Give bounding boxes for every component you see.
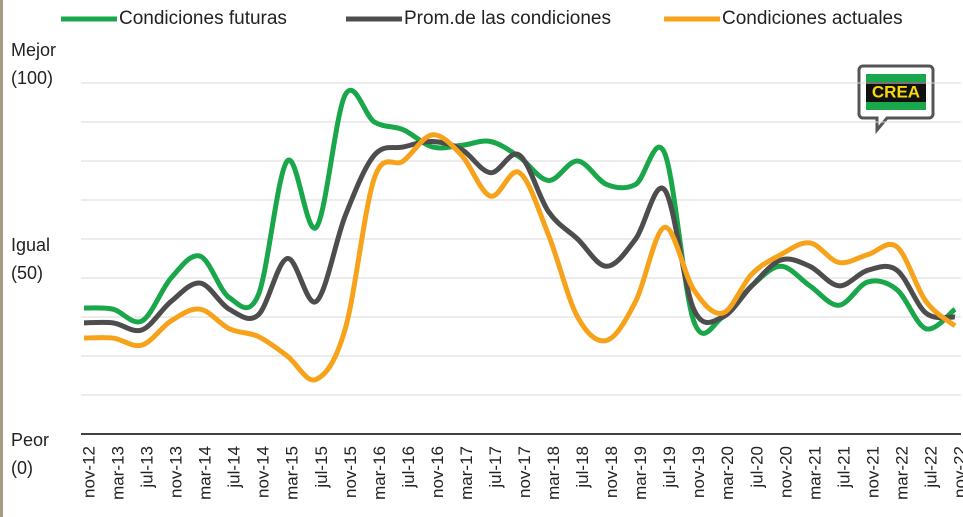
x-tick-label: mar-14: [196, 446, 215, 500]
x-tick-label: mar-15: [283, 446, 302, 500]
x-tick-label: jul-21: [834, 446, 853, 489]
x-tick-label: nov-13: [167, 446, 186, 498]
x-tick-label: nov-22: [950, 446, 963, 498]
x-tick-label: jul-22: [921, 446, 940, 489]
x-tick-label: nov-16: [428, 446, 447, 498]
y-tick-label: Mejor (100): [11, 40, 57, 88]
x-tick-label: jul-17: [486, 446, 505, 489]
x-tick-label: mar-18: [544, 446, 563, 500]
x-tick-label: mar-13: [109, 446, 128, 500]
x-tick-label: jul-13: [138, 446, 157, 489]
x-tick-label: mar-17: [457, 446, 476, 500]
legend-label: Condiciones actuales: [722, 8, 903, 29]
x-tick-label: nov-14: [254, 446, 273, 498]
x-tick-label: nov-12: [79, 446, 98, 498]
x-tick-label: nov-21: [863, 446, 882, 498]
x-tick-label: mar-16: [370, 446, 389, 500]
x-tick-label: mar-22: [892, 446, 911, 500]
x-tick-label: jul-18: [573, 446, 592, 489]
x-tick-label: jul-15: [312, 446, 331, 489]
series-line: [83, 138, 956, 334]
x-tick-label: nov-15: [341, 446, 360, 498]
logo-band: [866, 82, 926, 102]
x-tick-label: jul-20: [747, 446, 766, 489]
x-tick-label: jul-19: [660, 446, 679, 489]
x-tick-label: mar-21: [805, 446, 824, 500]
y-tick-label: Peor (0): [11, 430, 50, 478]
x-tick-label: nov-20: [776, 446, 795, 498]
series-line: [83, 132, 957, 383]
logo: CREA: [857, 64, 935, 135]
x-tick-label: nov-17: [515, 446, 534, 498]
x-tick-label: mar-20: [718, 446, 737, 500]
y-tick-label: Igual (50): [11, 235, 51, 283]
x-tick-label: nov-19: [689, 446, 708, 498]
legend-label: Condiciones futuras: [119, 8, 287, 29]
x-tick-label: mar-19: [631, 446, 650, 500]
legend-label: Prom.de las condiciones: [404, 8, 611, 29]
chart: CREA nov-12 mar-13 jul-13 nov-13 mar-14 jul-1…: [61, 8, 963, 500]
x-tick-label: jul-14: [225, 446, 244, 489]
x-tick-label: nov-18: [602, 446, 621, 498]
x-tick-label: jul-16: [399, 446, 418, 489]
logo-text: CREA: [872, 82, 920, 101]
